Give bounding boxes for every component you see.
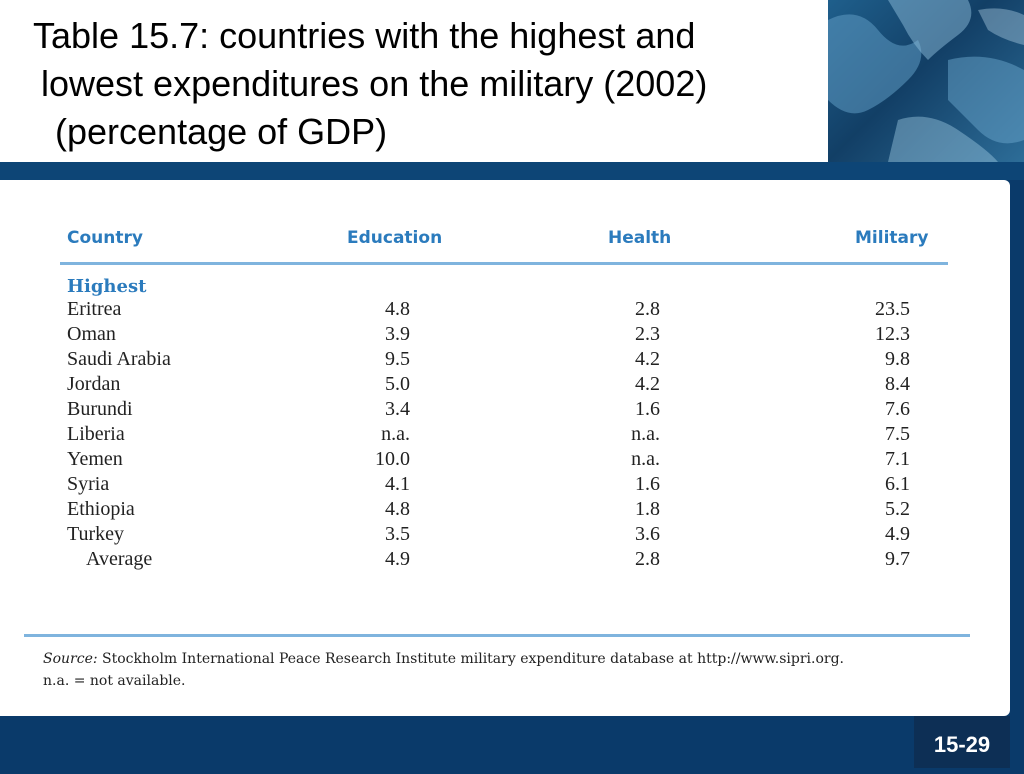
average-row: Average 4.9 2.8 9.7 (60, 548, 948, 573)
header-education: Education (347, 228, 443, 248)
cell-health: 3.6 (635, 523, 660, 545)
cell-education: 4.8 (385, 498, 410, 520)
cell-military: 9.8 (885, 348, 910, 370)
cell-military: 7.1 (885, 448, 910, 470)
cell-education: 4.8 (385, 298, 410, 320)
table-row: Jordan 5.0 4.2 8.4 (60, 373, 948, 398)
title-area: Table 15.7: countries with the highest a… (0, 0, 828, 162)
source-label: Source: (43, 651, 98, 667)
cell-education: 9.5 (385, 348, 410, 370)
cell-military: 5.2 (885, 498, 910, 520)
footnote-rule (24, 634, 970, 637)
cell-country: Saudi Arabia (67, 348, 171, 370)
section-label-highest: Highest (67, 276, 147, 297)
table-header: Country Education Health Military (60, 220, 948, 260)
table-row: Turkey 3.5 3.6 4.9 (60, 523, 948, 548)
cell-education: 5.0 (385, 373, 410, 395)
cell-military: 4.9 (885, 523, 910, 545)
average-health: 2.8 (635, 548, 660, 570)
title-line-2: lowest expenditures on the military (200… (41, 63, 708, 104)
cell-health: 2.3 (635, 323, 660, 345)
cell-health: 1.6 (635, 473, 660, 495)
cell-health: 4.2 (635, 348, 660, 370)
table-row: Syria 4.1 1.6 6.1 (60, 473, 948, 498)
cell-country: Jordan (67, 373, 121, 395)
cell-education: n.a. (381, 423, 410, 445)
cell-health: 1.8 (635, 498, 660, 520)
slide-title: Table 15.7: countries with the highest a… (0, 12, 828, 156)
na-note: n.a. = not available. (43, 673, 186, 689)
cell-education: 3.9 (385, 323, 410, 345)
cell-country: Syria (67, 473, 110, 495)
average-military: 9.7 (885, 548, 910, 570)
title-line-1: Table 15.7: countries with the highest a… (33, 15, 696, 56)
cell-military: 8.4 (885, 373, 910, 395)
cell-military: 7.6 (885, 398, 910, 420)
table-row: Ethiopia 4.8 1.8 5.2 (60, 498, 948, 523)
average-education: 4.9 (385, 548, 410, 570)
average-label: Average (86, 548, 153, 570)
cell-country: Ethiopia (67, 498, 135, 520)
footnote: Source: Stockholm International Peace Re… (43, 648, 844, 692)
cell-country: Eritrea (67, 298, 122, 320)
header-rule (60, 262, 948, 265)
table-row: Liberia n.a. n.a. 7.5 (60, 423, 948, 448)
cell-country: Yemen (67, 448, 123, 470)
cell-health: n.a. (631, 448, 660, 470)
cell-education: 3.5 (385, 523, 410, 545)
cell-health: 2.8 (635, 298, 660, 320)
table-row: Oman 3.9 2.3 12.3 (60, 323, 948, 348)
cell-military: 12.3 (875, 323, 910, 345)
cell-country: Liberia (67, 423, 125, 445)
cell-health: 4.2 (635, 373, 660, 395)
cell-military: 6.1 (885, 473, 910, 495)
table-row: Saudi Arabia 9.5 4.2 9.8 (60, 348, 948, 373)
cell-country: Turkey (67, 523, 125, 545)
table-row: Burundi 3.4 1.6 7.6 (60, 398, 948, 423)
cell-education: 3.4 (385, 398, 410, 420)
source-text: Stockholm International Peace Research I… (97, 651, 844, 667)
cell-military: 7.5 (885, 423, 910, 445)
slide-number: 15-29 (914, 716, 1010, 768)
decorative-map-image (828, 0, 1024, 162)
header-health: Health (608, 228, 672, 248)
table-row: Eritrea 4.8 2.8 23.5 (60, 298, 948, 323)
title-line-3: (percentage of GDP) (55, 111, 388, 152)
header-country: Country (67, 228, 143, 248)
table-row: Yemen 10.0 n.a. 7.1 (60, 448, 948, 473)
content-panel (0, 180, 1010, 716)
cell-country: Oman (67, 323, 116, 345)
cell-education: 10.0 (375, 448, 410, 470)
cell-military: 23.5 (875, 298, 910, 320)
title-divider-band (0, 162, 1024, 180)
source-note: Source: Stockholm International Peace Re… (43, 648, 844, 670)
header-military: Military (855, 228, 929, 248)
cell-country: Burundi (67, 398, 133, 420)
cell-education: 4.1 (385, 473, 410, 495)
bottom-bar (0, 716, 1024, 768)
cell-health: 1.6 (635, 398, 660, 420)
cell-health: n.a. (631, 423, 660, 445)
